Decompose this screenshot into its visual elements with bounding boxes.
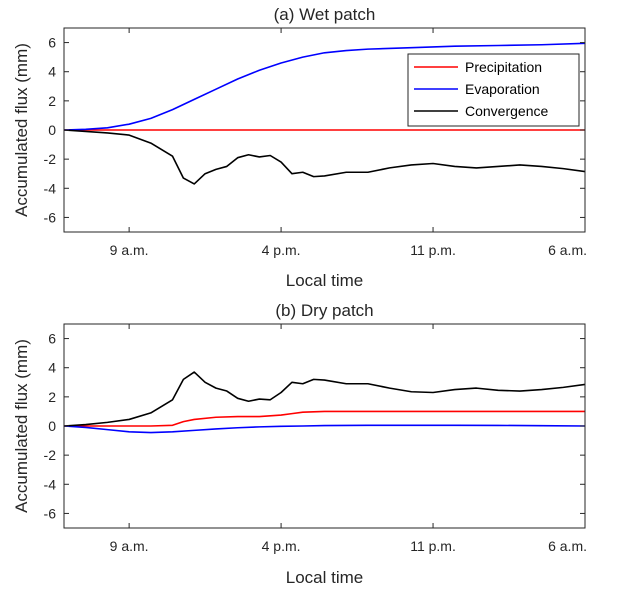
series-group [64, 371, 585, 434]
y-tick-label: -4 [44, 476, 57, 492]
y-axis-label: Accumulated flux (mm) [12, 43, 31, 217]
series-line-evaporation [64, 42, 585, 131]
y-tick-label: 0 [48, 418, 56, 434]
series-line-evaporation [64, 424, 585, 434]
chart-panel-2: -6 -4 -2 0 2 4 6 9 a.m. 4 p.m. 11 p.m. 6 a.m. (b) D… [12, 301, 587, 587]
legend-box [407, 53, 580, 127]
x-tick-label: 11 p.m. [410, 242, 456, 258]
y-tick-label: 0 [48, 122, 56, 138]
series-group [64, 42, 585, 185]
x-tick-label: 4 p.m. [262, 538, 301, 554]
legend-label-precipitation: Precipitation [465, 59, 542, 75]
y-tick-label: -2 [44, 447, 57, 463]
chart-title: (b) Dry patch [275, 301, 373, 320]
y-tick-label: 2 [48, 389, 56, 405]
x-tick-label: 11 p.m. [410, 538, 456, 554]
x-tick-label: 6 a.m. [548, 242, 587, 258]
series-line-convergence [64, 371, 585, 427]
x-tick-label: 4 p.m. [262, 242, 301, 258]
y-tick-label: -4 [44, 180, 57, 196]
legend: Precipitation Evaporation Convergence [407, 53, 580, 127]
x-tick-label: 9 a.m. [110, 538, 149, 554]
y-tick-label: 4 [48, 360, 56, 376]
legend-label-convergence: Convergence [465, 103, 548, 119]
series-line-convergence [64, 129, 585, 185]
chart-title: (a) Wet patch [274, 5, 376, 24]
y-tick-label: -6 [44, 505, 57, 521]
x-axis-label: Local time [286, 568, 363, 587]
y-tick-label: 6 [48, 35, 56, 51]
x-tick-label: 9 a.m. [110, 242, 149, 258]
y-tick-label: -2 [44, 151, 57, 167]
chart-panel-1: -6 -4 -2 0 2 4 6 9 a.m. 4 p.m. 11 p.m. 6 a.m. (a) W… [12, 5, 587, 290]
y-axis-label: Accumulated flux (mm) [12, 339, 31, 513]
y-tick-label: -6 [44, 209, 57, 225]
y-tick-label: 4 [48, 64, 56, 80]
legend-label-evaporation: Evaporation [465, 81, 540, 97]
y-tick-label: 6 [48, 331, 56, 347]
y-tick-label: 2 [48, 93, 56, 109]
x-tick-label: 6 a.m. [548, 538, 587, 554]
series-line-precipitation [64, 410, 585, 427]
x-axis-label: Local time [286, 271, 363, 290]
